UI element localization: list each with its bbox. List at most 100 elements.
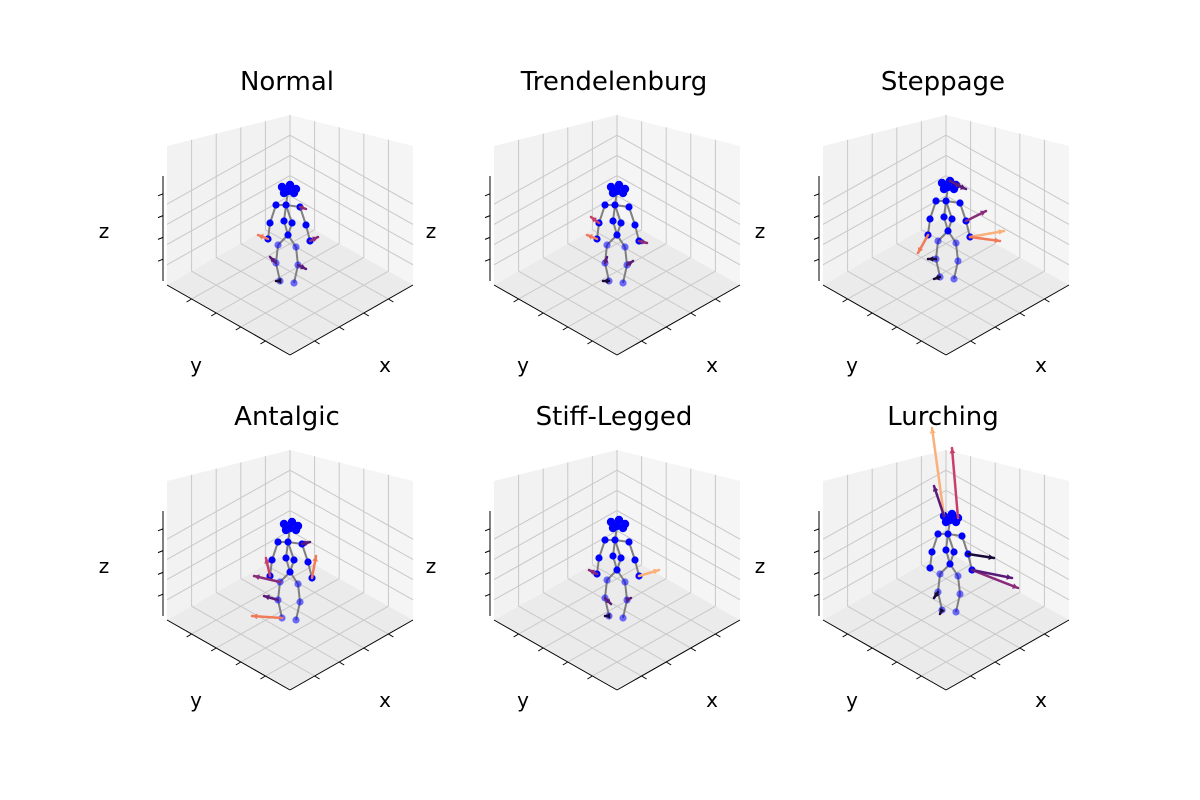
gridlines bbox=[166, 456, 414, 677]
arrowhead-1 bbox=[252, 613, 258, 620]
z-axis-label: z bbox=[99, 554, 110, 578]
arrowhead-2 bbox=[605, 598, 611, 604]
x-axis-label: x bbox=[706, 353, 718, 377]
joint-16 bbox=[936, 570, 944, 578]
gridlines bbox=[493, 121, 741, 342]
back-right-pane bbox=[617, 115, 740, 285]
arrowhead-6 bbox=[928, 256, 934, 262]
y-axis-label: y bbox=[846, 353, 858, 377]
joint-15 bbox=[946, 560, 954, 568]
arrowhead-5 bbox=[300, 204, 306, 211]
arrowhead-3 bbox=[312, 556, 318, 562]
joint-13 bbox=[609, 552, 617, 560]
joint-6 bbox=[934, 530, 942, 538]
arrowhead-1 bbox=[589, 569, 595, 575]
skeleton bbox=[266, 517, 316, 624]
joint-15 bbox=[613, 566, 621, 574]
joint-5 bbox=[618, 523, 628, 533]
joint-5 bbox=[291, 525, 301, 535]
axes bbox=[484, 176, 741, 356]
joint-16 bbox=[934, 237, 942, 245]
subplot-5: Stiff-Legged x y z bbox=[426, 402, 741, 712]
joint-10 bbox=[631, 221, 639, 229]
joint-15 bbox=[944, 227, 952, 235]
joint-14 bbox=[617, 554, 625, 562]
back-left-pane bbox=[823, 450, 946, 620]
arrowhead-5 bbox=[960, 184, 966, 190]
joint-16 bbox=[603, 241, 611, 249]
motion-vectors bbox=[250, 540, 318, 620]
joint-9 bbox=[928, 548, 936, 556]
back-left-pane bbox=[167, 450, 290, 620]
motion-vector-1 bbox=[950, 446, 960, 520]
joint-11 bbox=[926, 564, 934, 572]
joint-8 bbox=[942, 197, 950, 205]
y-axis-label: y bbox=[190, 688, 202, 712]
joint-13 bbox=[609, 217, 617, 225]
motion-vector-0 bbox=[930, 426, 946, 518]
panel-title: Trendelenburg bbox=[520, 67, 708, 97]
subplot-3: Steppage x y z bbox=[755, 67, 1070, 377]
motion-vector-3 bbox=[970, 568, 1020, 590]
arrowhead-3 bbox=[625, 597, 631, 603]
panel-title: Stiff-Legged bbox=[536, 402, 693, 432]
floor-pane bbox=[494, 216, 740, 355]
joint-7 bbox=[958, 532, 966, 540]
floor-pane bbox=[167, 551, 413, 690]
joint-9 bbox=[926, 215, 934, 223]
skeleton bbox=[593, 180, 643, 287]
joint-10 bbox=[631, 556, 639, 564]
motion-vectors bbox=[585, 215, 649, 284]
joint-8 bbox=[944, 530, 952, 538]
back-right-pane bbox=[946, 115, 1069, 285]
skeleton bbox=[264, 180, 314, 287]
arrowhead-5 bbox=[304, 540, 310, 547]
joint-7 bbox=[625, 203, 633, 211]
joint-13 bbox=[942, 546, 950, 554]
y-axis-label: y bbox=[190, 353, 202, 377]
floor-pane bbox=[823, 551, 1069, 690]
arrowhead-2 bbox=[270, 257, 276, 263]
joint-5 bbox=[949, 184, 959, 194]
joint-7 bbox=[956, 199, 964, 207]
skeleton bbox=[593, 515, 643, 622]
x-axis-label: x bbox=[379, 688, 391, 712]
arrowhead-4 bbox=[1006, 574, 1012, 580]
joint-4 bbox=[941, 517, 951, 527]
joint-14 bbox=[290, 556, 298, 564]
subplot-2: Trendelenburg x y z bbox=[426, 67, 741, 377]
joint-13 bbox=[282, 554, 290, 562]
joint-21 bbox=[950, 275, 958, 283]
joint-15 bbox=[286, 568, 294, 576]
joint-5 bbox=[289, 188, 299, 198]
subplot-4: Antalgic x y z bbox=[99, 402, 414, 712]
y-axis-label: y bbox=[517, 688, 529, 712]
arrowhead-2 bbox=[591, 217, 597, 223]
joint-19 bbox=[956, 590, 964, 598]
joint-8 bbox=[282, 201, 290, 209]
arrowhead-4 bbox=[605, 613, 611, 619]
z-axis-label: z bbox=[426, 554, 437, 578]
joint-6 bbox=[601, 201, 609, 209]
floor-pane bbox=[167, 216, 413, 355]
joint-6 bbox=[601, 536, 609, 544]
x-axis-label: x bbox=[1035, 688, 1047, 712]
joint-7 bbox=[625, 538, 633, 546]
subplot-1: Normal x y z bbox=[99, 67, 414, 377]
axes bbox=[484, 511, 741, 691]
arrowhead-3 bbox=[300, 264, 306, 270]
joint-10 bbox=[304, 558, 312, 566]
back-left-pane bbox=[494, 450, 617, 620]
axes bbox=[813, 511, 1070, 691]
joint-14 bbox=[948, 215, 956, 223]
arrowhead-4 bbox=[627, 261, 633, 267]
arrowhead-0 bbox=[653, 568, 659, 575]
joint-4 bbox=[279, 188, 289, 198]
motion-vectors bbox=[929, 426, 1020, 616]
z-axis-label: z bbox=[99, 219, 110, 243]
back-left-pane bbox=[494, 115, 617, 285]
joint-8 bbox=[611, 536, 619, 544]
panel-title: Lurching bbox=[887, 402, 999, 432]
arrowhead-3 bbox=[918, 247, 924, 253]
